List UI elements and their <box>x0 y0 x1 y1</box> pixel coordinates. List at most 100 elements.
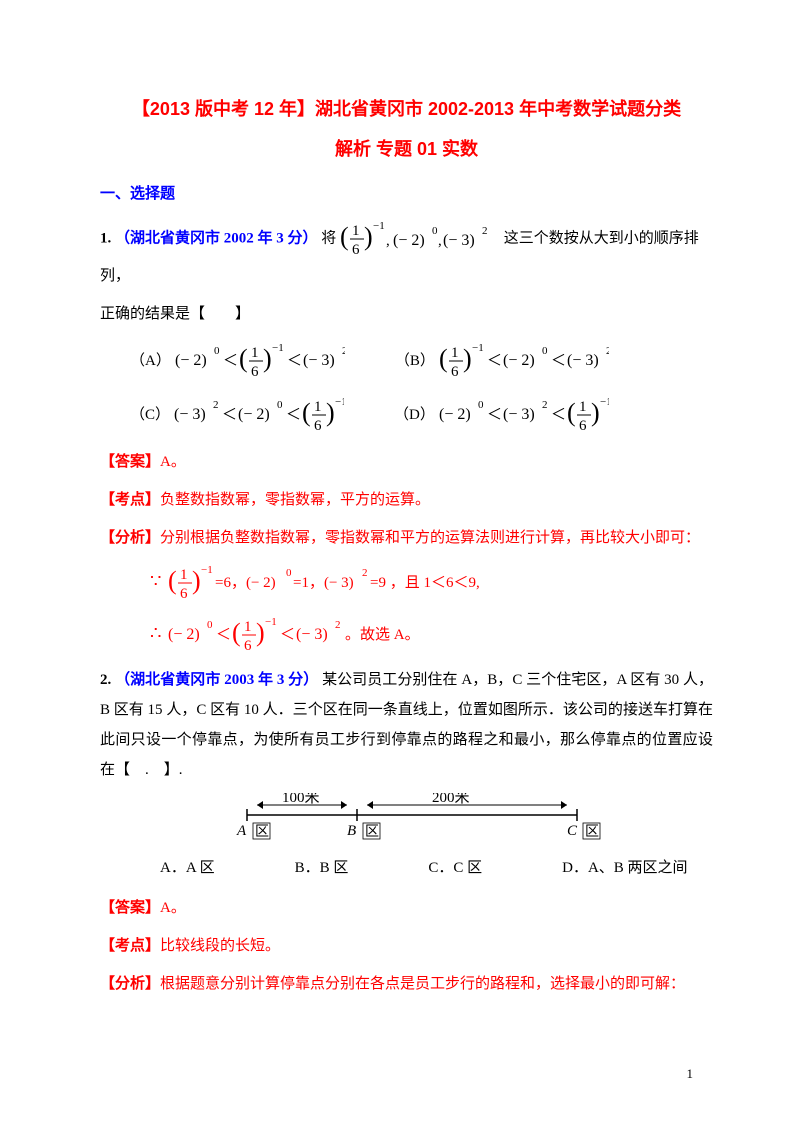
svg-text:−1: −1 <box>472 342 484 354</box>
svg-text:2: 2 <box>542 399 548 411</box>
svg-text:(− 3): (− 3) <box>296 626 328 643</box>
q2-option-d: D．A、B 两区之间 <box>562 853 687 883</box>
answer-text: A。 <box>160 454 186 470</box>
q2-source: （湖北省黄冈市 2003 年 3 分） <box>115 672 318 688</box>
opt-label-b: （B） <box>395 346 435 376</box>
q2-number: 2. <box>100 672 111 688</box>
svg-text:(− 2): (− 2) <box>393 232 425 249</box>
svg-text:。故选 A。: 。故选 A。 <box>345 626 420 643</box>
answer-label-2: 【答案】 <box>100 900 160 916</box>
svg-text:): ) <box>463 344 472 373</box>
svg-text:2: 2 <box>362 567 368 579</box>
svg-text:1: 1 <box>251 345 259 361</box>
q2-stem: 2. （湖北省黄冈市 2003 年 3 分） 某公司员工分别住在 A，B，C 三… <box>100 665 713 785</box>
answer-text-2: A。 <box>160 900 186 916</box>
opt-c-math: (− 3)2 ＜ (− 2)0 ＜ (16)−1 <box>174 393 344 437</box>
svg-text:=6，(− 2): =6，(− 2) <box>215 575 276 591</box>
q2-option-b: B．B 区 <box>295 853 349 883</box>
svg-text:=9 ，且 1＜6＜9,: =9 ，且 1＜6＜9, <box>370 575 480 591</box>
q2-options: A．A 区 B．B 区 C．C 区 D．A、B 两区之间 <box>160 853 713 883</box>
svg-text:(− 3): (− 3) <box>567 352 599 369</box>
svg-text:6: 6 <box>251 364 259 380</box>
svg-text:6: 6 <box>579 418 587 434</box>
work2-svg: ∴ (− 2)0 ＜ (16)−1 ＜ (− 3)2 。故选 A。 <box>150 613 480 657</box>
work1-svg: ∵ (16)−1 =6，(− 2)0=1，(− 3)2=9 ，且 1＜6＜9, <box>150 561 550 605</box>
svg-text:−1: −1 <box>265 616 277 628</box>
svg-text:(: ( <box>232 618 241 647</box>
svg-text:2: 2 <box>342 345 345 357</box>
svg-text:(: ( <box>168 566 177 595</box>
q2-option-c: C．C 区 <box>428 853 482 883</box>
q2-answer: 【答案】A。 <box>100 893 713 923</box>
svg-text:1: 1 <box>244 619 252 635</box>
svg-text:＜: ＜ <box>216 627 231 643</box>
q1-stem-line2: 正确的结果是【 】 <box>100 299 713 329</box>
svg-text:6: 6 <box>451 364 459 380</box>
svg-text:−1: −1 <box>373 220 385 232</box>
fx-label-2: 【分析】 <box>100 976 160 992</box>
svg-text:＜: ＜ <box>280 627 295 643</box>
svg-text:−1: −1 <box>335 396 344 408</box>
svg-text:): ) <box>364 222 373 251</box>
svg-text:∵: ∵ <box>150 571 161 591</box>
section-heading: 一、选择题 <box>100 179 713 209</box>
opt-label-c: （C） <box>130 400 170 430</box>
opt-label-a: （A） <box>130 346 171 376</box>
page-number: 1 <box>687 1066 694 1082</box>
svg-text:−1: −1 <box>600 396 609 408</box>
svg-text:,: , <box>438 233 442 249</box>
svg-text:−1: −1 <box>201 564 213 576</box>
svg-text:(− 3): (− 3) <box>174 406 206 423</box>
svg-text:(− 3): (− 3) <box>503 406 535 423</box>
svg-text:): ) <box>591 398 600 427</box>
q1-expr-svg: ( 1 6 ) −1 , (− 2) 0 , (− 3) 2 <box>340 217 500 261</box>
svg-text:区: 区 <box>365 824 379 840</box>
q2-diagram: 100米 200米 A 区 B 区 C 区 <box>100 793 713 843</box>
svg-text:0: 0 <box>542 345 548 357</box>
q1-option-b: （B） (16)−1 ＜ (− 2)0 ＜ (− 3)2 <box>395 339 609 383</box>
title-line-1: 【2013 版中考 12 年】湖北省黄冈市 2002-2013 年中考数学试题分… <box>100 90 713 130</box>
svg-text:(− 3): (− 3) <box>303 352 335 369</box>
svg-text:): ) <box>263 344 272 373</box>
svg-text:A: A <box>236 823 247 839</box>
q1-kp: 【考点】负整数指数幂，零指数幂，平方的运算。 <box>100 485 713 515</box>
q1-fx: 【分析】分别根据负整数指数幂，零指数幂和平方的运算法则进行计算，再比较大小即可： <box>100 523 713 553</box>
svg-text:): ) <box>192 566 201 595</box>
svg-text:(: ( <box>302 398 311 427</box>
svg-text:区: 区 <box>585 824 599 840</box>
q1-number: 1. <box>100 231 111 247</box>
svg-text:＜: ＜ <box>551 407 566 423</box>
diagram-svg: 100米 200米 A 区 B 区 C 区 <box>207 793 607 843</box>
svg-text:): ) <box>256 618 265 647</box>
svg-text:0: 0 <box>478 399 484 411</box>
svg-text:(− 2): (− 2) <box>439 406 471 423</box>
svg-text:6: 6 <box>180 586 188 602</box>
q1-work-line-1: ∵ (16)−1 =6，(− 2)0=1，(− 3)2=9 ，且 1＜6＜9, <box>150 561 713 605</box>
kp-label-2: 【考点】 <box>100 938 160 954</box>
q1-option-a: （A） (− 2)0 ＜ (16)−1 ＜ (− 3)2 <box>130 339 345 383</box>
opt-label-d: （D） <box>394 400 435 430</box>
kp-text-2: 比较线段的长短。 <box>160 938 280 954</box>
svg-text:B: B <box>347 823 356 839</box>
q1-answer: 【答案】A。 <box>100 447 713 477</box>
svg-text:1: 1 <box>314 399 322 415</box>
q1-stem-line1: 1. （湖北省黄冈市 2002 年 3 分） 将 ( 1 6 ) −1 , (−… <box>100 217 713 291</box>
svg-text:＜: ＜ <box>487 407 502 423</box>
svg-text:C: C <box>567 823 578 839</box>
svg-text:＜: ＜ <box>287 353 302 369</box>
q1-work-line-2: ∴ (− 2)0 ＜ (16)−1 ＜ (− 3)2 。故选 A。 <box>150 613 713 657</box>
svg-text:0: 0 <box>277 399 283 411</box>
svg-text:(− 2): (− 2) <box>175 352 207 369</box>
svg-text:＜: ＜ <box>551 353 566 369</box>
fx-text-2: 根据题意分别计算停靠点分别在各点是员工步行的路程和，选择最小的即可解： <box>160 976 685 992</box>
opt-b-math: (16)−1 ＜ (− 2)0 ＜ (− 3)2 <box>439 339 609 383</box>
svg-text:0: 0 <box>286 567 292 579</box>
svg-text:＜: ＜ <box>223 353 238 369</box>
svg-text:6: 6 <box>244 638 252 654</box>
svg-text:(: ( <box>239 344 248 373</box>
svg-text:6: 6 <box>314 418 322 434</box>
svg-text:∴: ∴ <box>150 623 161 643</box>
kp-label: 【考点】 <box>100 492 160 508</box>
svg-text:): ) <box>326 398 335 427</box>
svg-text:2: 2 <box>213 399 219 411</box>
